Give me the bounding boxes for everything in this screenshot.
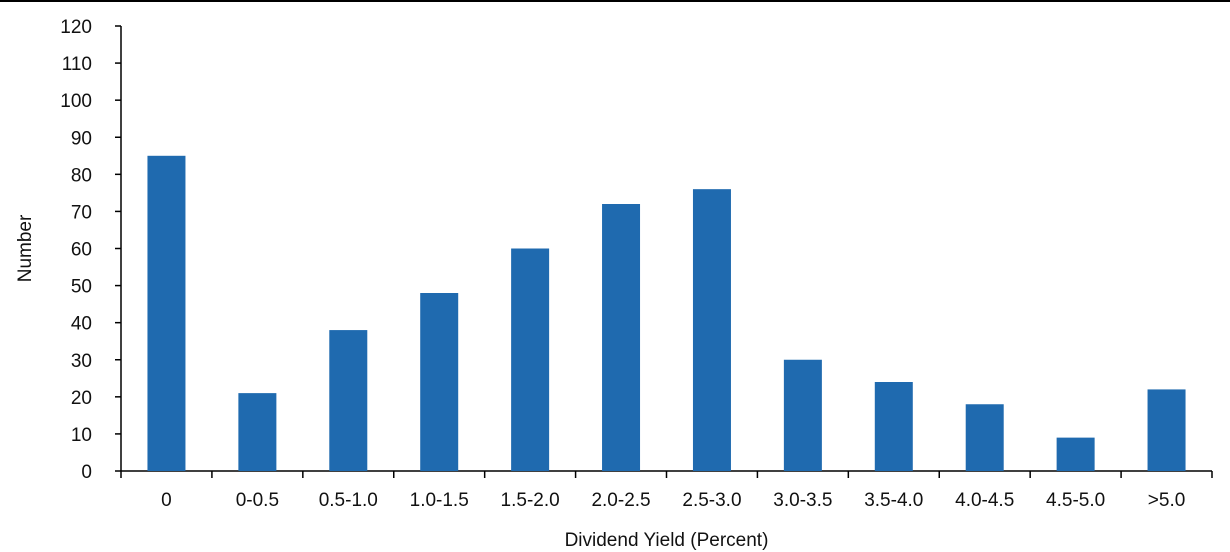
x-tick-label: 1.0-1.5 [410,490,469,511]
y-tick-label: 10 [71,425,92,446]
bar [874,382,913,471]
bar [602,204,641,471]
x-tick-label: 0 [161,490,172,511]
x-tick-label: >5.0 [1148,490,1186,511]
y-tick-label: 40 [71,314,92,335]
y-tick-label: 20 [71,388,92,409]
bar [1147,389,1186,471]
bar [329,330,368,471]
x-tick-label: 4.0-4.5 [955,490,1014,511]
y-tick-label: 60 [71,240,92,261]
x-tick-label: 1.5-2.0 [501,490,560,511]
y-axis-title: Number [15,214,36,282]
y-tick-label: 70 [71,202,92,223]
bar [511,248,550,471]
x-axis: 0 0-0.5 0.5-1.0 1.0-1.5 1.5-2.0 2.0-2.5 2.5-3.… [120,470,1213,511]
x-tick-label: 4.5-5.0 [1046,490,1105,511]
y-tick-label: 100 [60,91,92,112]
y-axis: 0 10 20 30 40 50 60 70 80 90 100 110 120 [60,17,122,483]
y-tick-label: 110 [62,54,92,75]
bar [420,293,459,471]
bar [1056,437,1095,471]
x-tick-label: 3.5-4.0 [864,490,923,511]
bar [965,404,1004,471]
y-tick-label: 50 [71,277,92,298]
y-tick-label: 0 [81,462,92,483]
x-tick-label: 0-0.5 [236,490,279,511]
x-tick-label: 0.5-1.0 [319,490,378,511]
x-tick-label: 3.0-3.5 [773,490,832,511]
bars [147,155,1186,471]
x-tick-label: 2.0-2.5 [591,490,650,511]
x-tick-label: 2.5-3.0 [682,490,741,511]
bar [238,393,277,471]
y-tick-label: 80 [71,165,92,186]
bar [692,189,731,471]
top-border-rule [0,0,1230,2]
bar [783,359,822,471]
y-tick-label: 30 [71,351,92,372]
x-axis-title: Dividend Yield (Percent) [565,530,769,551]
y-tick-label: 120 [60,17,92,38]
bar [147,155,186,471]
y-tick-label: 90 [71,128,92,149]
